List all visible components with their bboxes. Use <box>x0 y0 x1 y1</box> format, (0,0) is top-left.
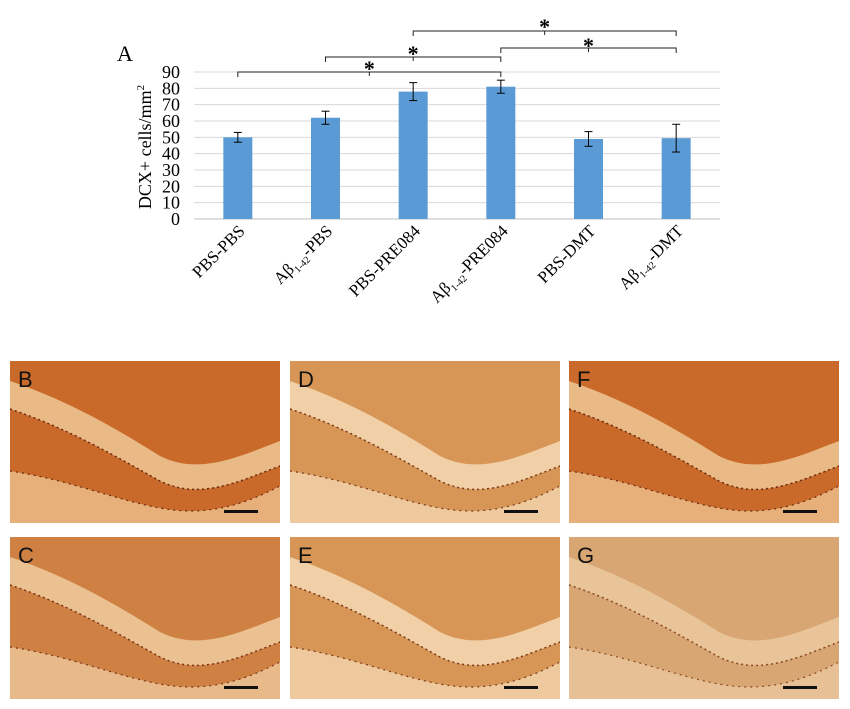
bar <box>223 137 253 219</box>
micrograph-panel-d: D <box>290 361 560 523</box>
error-bar <box>496 79 505 94</box>
y-tick-label: 60 <box>162 111 180 131</box>
bar <box>486 86 516 219</box>
micrograph-image <box>290 537 560 699</box>
micrograph-label: C <box>18 543 34 568</box>
bar <box>311 117 340 219</box>
significance-bracket: * <box>325 41 502 66</box>
y-tick-label: 0 <box>171 209 180 229</box>
bar <box>574 138 603 219</box>
significance-bracket: * <box>412 14 677 39</box>
micrograph-label: G <box>577 543 595 568</box>
significance-bracket: * <box>237 56 502 81</box>
scale-bar <box>783 686 817 689</box>
micrograph-panel-c: C <box>10 537 280 699</box>
significance-bracket: * <box>500 33 677 58</box>
scale-bar <box>783 510 817 513</box>
y-tick-label: 10 <box>162 193 180 213</box>
significance-star: * <box>364 56 375 81</box>
significance-star: * <box>408 41 419 66</box>
micrograph-image <box>290 361 560 523</box>
y-tick-label: 20 <box>162 176 180 196</box>
error-bar <box>584 131 593 147</box>
category-label: Aβ1-42-PRE084 <box>426 221 514 309</box>
category-labels: PBS-PBS Aβ1-42-PBS PBS-PRE084 Aβ1-42-PRE084… <box>188 221 689 309</box>
y-tick-label: 90 <box>162 62 180 82</box>
y-tick-label: 30 <box>162 160 180 180</box>
micrograph-label: D <box>298 367 314 392</box>
micrograph-label: E <box>298 543 313 568</box>
y-tick-label: 70 <box>162 95 180 115</box>
micrograph-label: F <box>577 367 591 392</box>
category-label: PBS-DMT <box>534 221 600 287</box>
error-bar <box>672 123 681 153</box>
scale-bar <box>224 510 258 513</box>
micrograph-image <box>569 361 839 523</box>
category-label: PBS-PRE084 <box>345 221 424 300</box>
bar <box>398 91 428 219</box>
bars <box>223 86 691 219</box>
panel-label-a: A <box>117 41 133 66</box>
micrograph-panel-g: G <box>569 537 839 699</box>
y-tick-label: 80 <box>162 78 180 98</box>
error-bar <box>321 110 330 125</box>
significance-star: * <box>583 33 594 58</box>
significance-brackets: * * * * <box>237 14 677 81</box>
micrograph-panel-e: E <box>290 537 560 699</box>
scale-bar <box>504 510 538 513</box>
scale-bar <box>504 686 538 689</box>
error-bar <box>409 82 418 102</box>
significance-star: * <box>539 14 550 39</box>
error-bars <box>233 79 681 153</box>
category-label: PBS-PBS <box>188 221 248 281</box>
category-label: Aβ1-42-PBS <box>270 221 339 290</box>
error-bar <box>233 131 242 143</box>
y-tick-label: 50 <box>162 127 180 147</box>
micrograph-image <box>569 537 839 699</box>
micrograph-label: B <box>18 367 33 392</box>
scale-bar <box>224 686 258 689</box>
micrograph-image <box>10 537 280 699</box>
micrograph-panel-b: B <box>10 361 280 523</box>
category-label: Aβ1-42-DMT <box>615 221 689 295</box>
micrograph-image <box>10 361 280 523</box>
y-axis-label: DCX+ cells/mm2 <box>135 85 155 209</box>
y-tick-label: 40 <box>162 144 180 164</box>
gridlines <box>194 71 720 220</box>
micrograph-panel-f: F <box>569 361 839 523</box>
